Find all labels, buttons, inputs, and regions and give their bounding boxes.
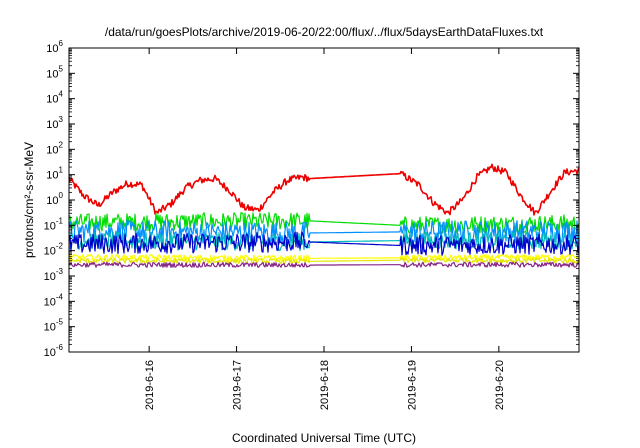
plot-layer	[68, 163, 580, 268]
y-tick-label: 100	[46, 191, 63, 207]
y-tick-label: 102	[46, 140, 63, 156]
x-axis-title: Coordinated Universal Time (UTC)	[232, 431, 416, 445]
y-tick-label: 10-1	[44, 216, 64, 232]
y-tick-label: 103	[46, 115, 63, 131]
series-line-1	[68, 163, 580, 216]
series-line-5	[68, 231, 580, 256]
series-line-8	[68, 261, 580, 268]
y-tick-label: 10-6	[44, 343, 64, 359]
axes-layer: 10-6 10-5 10-4 10-3 10-2 10-1 100 101 102 103 104 1…	[44, 39, 580, 410]
plot-frame	[68, 47, 580, 353]
x-tick-label: 2019-6-17	[232, 360, 244, 410]
y-tick-label: 10-3	[44, 267, 64, 283]
x-tick-label: 2019-6-20	[494, 360, 506, 410]
x-tick-label: 2019-6-18	[319, 360, 331, 410]
y-tick-label: 10-5	[44, 318, 64, 334]
y-tick-label: 101	[46, 166, 63, 182]
series-line-7	[68, 257, 580, 265]
y-tick-label: 10-4	[44, 292, 64, 308]
y-axis-title: protons/cm²-s-sr-MeV	[22, 142, 36, 258]
x-tick-label: 2019-6-16	[144, 360, 156, 410]
series-line-4	[68, 231, 580, 252]
series-line-3	[68, 219, 580, 245]
y-tick-label: 10-2	[44, 242, 64, 258]
y-axis-label: protons/cm²-s-sr-MeV	[22, 142, 36, 258]
series-line-6	[68, 253, 580, 262]
y-tick-label: 104	[46, 90, 63, 106]
chart-title: /data/run/goesPlots/archive/2019-06-20/2…	[105, 25, 544, 39]
y-tick-label: 106	[46, 39, 63, 55]
y-tick-label: 105	[46, 64, 63, 80]
x-tick-label: 2019-6-19	[406, 360, 418, 410]
